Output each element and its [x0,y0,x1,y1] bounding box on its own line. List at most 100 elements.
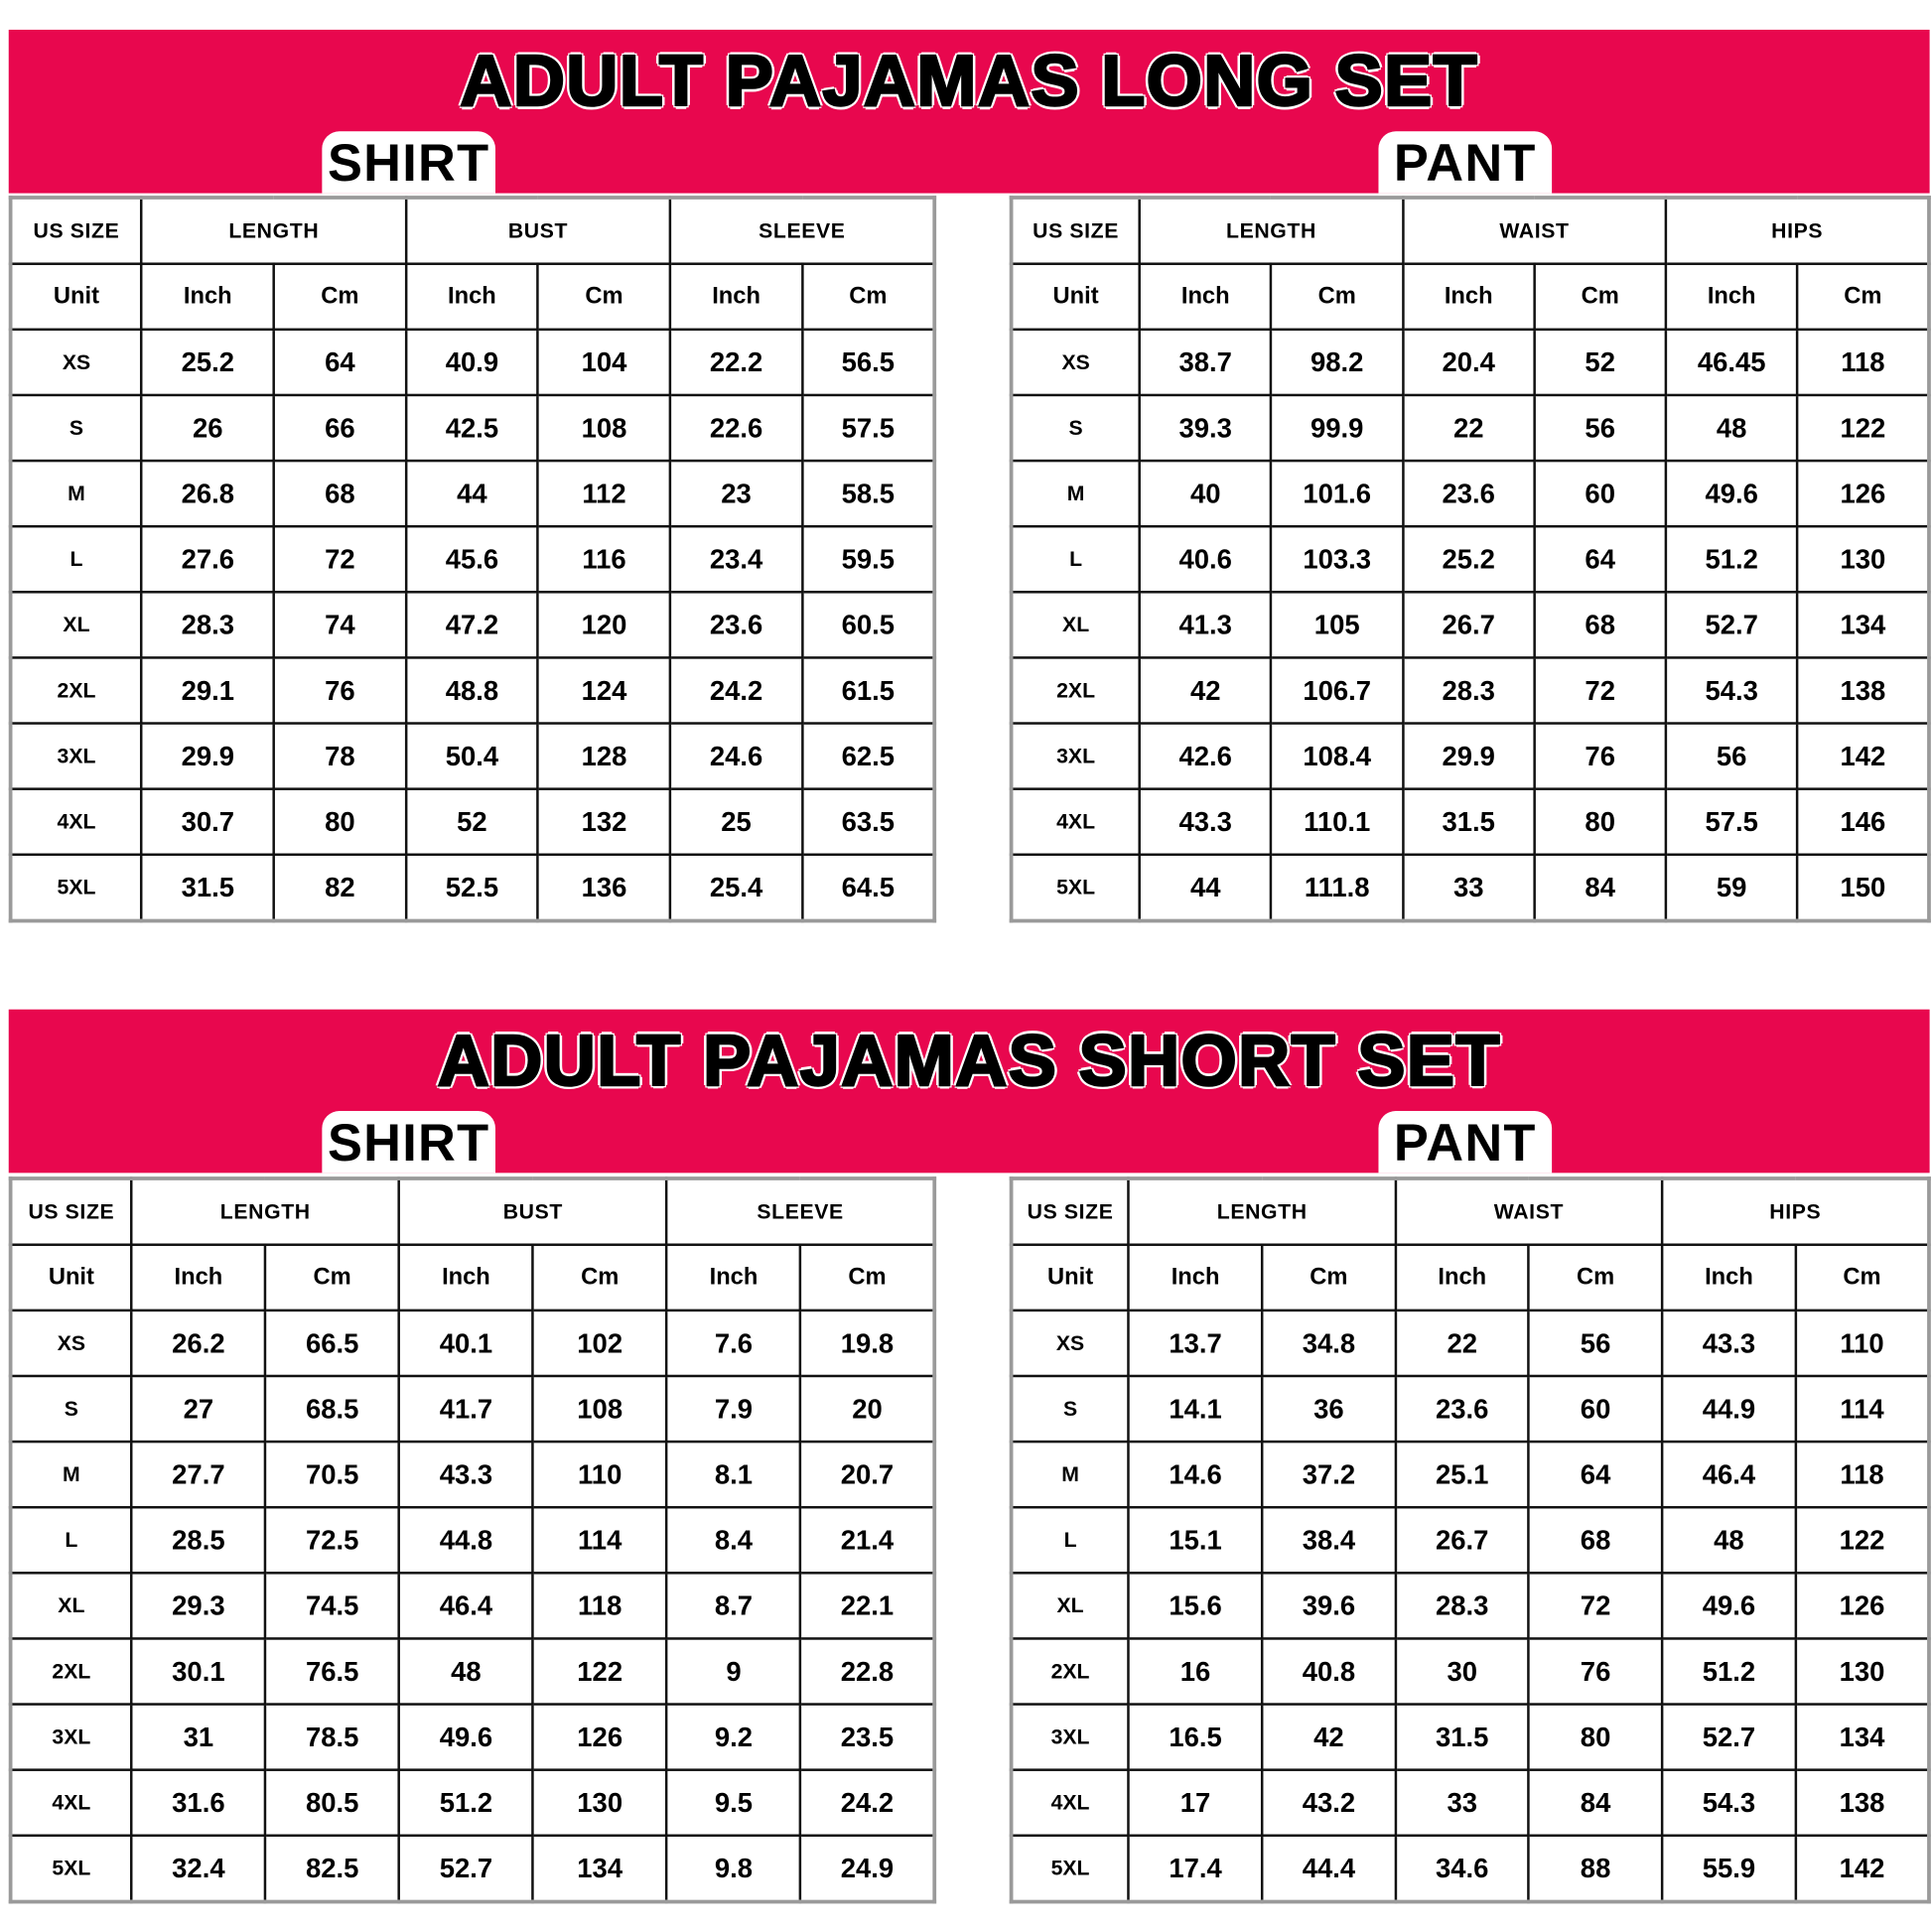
size-cell: 5XL [1010,853,1142,922]
unit-row: Unit Inch Cm Inch Cm Inch Cm [1010,1243,1931,1312]
value-cell: 52.7 [397,1834,535,1903]
table-row: L 27.6 72 45.6 116 23.4 59.5 [9,524,936,594]
group-header: HIPS [1661,1176,1931,1246]
unit-header: Inch [140,262,276,332]
value-cell: 48 [397,1637,535,1706]
group-header: LENGTH [130,1176,401,1246]
value-cell: 99.9 [1270,393,1405,463]
value-cell: 17.4 [1127,1834,1264,1903]
size-cell: L [1010,524,1142,594]
value-cell: 32.4 [130,1834,267,1903]
value-cell: 23.5 [799,1703,936,1771]
value-cell: 134 [1794,1703,1931,1771]
value-cell: 27.7 [130,1440,267,1509]
value-cell: 101.6 [1270,459,1405,528]
table-row: M 14.6 37.2 25.1 64 46.4 118 [1010,1440,1931,1509]
value-cell: 138 [1794,1768,1931,1838]
value-cell: 52 [1533,328,1668,397]
long-pant-table: US SIZE LENGTH WAIST HIPS Unit Inch Cm Inch Cm In… [1009,196,1931,923]
value-cell: 74.5 [264,1572,401,1640]
value-cell: 39.3 [1138,393,1273,463]
size-cell: 4XL [1010,787,1142,857]
short-set-title: ADULT PAJAMAS SHORT SET [436,1020,1501,1103]
size-cell: 2XL [1010,656,1142,725]
value-cell: 82 [272,853,408,922]
size-cell: S [9,1374,133,1444]
value-cell: 82.5 [264,1834,401,1903]
value-cell: 24.9 [799,1834,936,1903]
value-cell: 43.3 [397,1440,535,1509]
value-cell: 104 [536,328,672,397]
value-cell: 54.3 [1664,656,1799,725]
value-cell: 142 [1796,722,1931,790]
value-cell: 15.6 [1127,1572,1264,1640]
value-cell: 31 [130,1703,267,1771]
value-cell: 136 [536,853,672,922]
value-cell: 43.3 [1138,787,1273,857]
value-cell: 142 [1794,1834,1931,1903]
value-cell: 51.2 [397,1768,535,1838]
unit-header: Cm [1794,1243,1931,1312]
value-cell: 42.6 [1138,722,1273,790]
table-row: S 27 68.5 41.7 108 7.9 20 [9,1374,936,1444]
value-cell: 64.5 [800,853,936,922]
value-cell: 132 [536,787,672,857]
size-cell: L [1010,1505,1131,1575]
value-cell: 23.6 [1401,459,1536,528]
value-cell: 122 [1796,393,1931,463]
unit-header: Inch [397,1243,535,1312]
value-cell: 56.5 [800,328,936,397]
value-cell: 8.1 [665,1440,802,1509]
unit-header: Inch [1127,1243,1264,1312]
table-row: L 15.1 38.4 26.7 68 48 122 [1010,1505,1931,1575]
value-cell: 30.7 [140,787,276,857]
value-cell: 25.4 [668,853,804,922]
value-cell: 68.5 [264,1374,401,1444]
value-cell: 134 [1796,591,1931,659]
value-cell: 76 [1527,1637,1664,1706]
size-cell: S [1010,393,1142,463]
value-cell: 29.1 [140,656,276,725]
value-cell: 114 [531,1505,668,1575]
unit-header: Cm [1533,262,1668,332]
value-cell: 9.8 [665,1834,802,1903]
value-cell: 114 [1794,1374,1931,1444]
value-cell: 55.9 [1661,1834,1797,1903]
table-row: 3XL 42.6 108.4 29.9 76 56 142 [1010,722,1931,790]
value-cell: 48.8 [404,656,540,725]
long-set-title: ADULT PAJAMAS LONG SET [459,40,1479,123]
value-cell: 88 [1527,1834,1664,1903]
value-cell: 29.9 [1401,722,1536,790]
size-cell: M [1010,459,1142,528]
value-cell: 59 [1664,853,1799,922]
value-cell: 22 [1394,1309,1531,1378]
size-cell: L [9,1505,133,1575]
value-cell: 126 [1794,1572,1931,1640]
unit-header: Inch [1394,1243,1531,1312]
unit-header: Cm [799,1243,936,1312]
unit-header: Inch [1401,262,1536,332]
size-cell: XS [1010,328,1142,397]
value-cell: 128 [536,722,672,790]
value-cell: 20 [799,1374,936,1444]
value-cell: 72.5 [264,1505,401,1575]
header-row: US SIZE LENGTH BUST SLEEVE [9,196,936,265]
unit-header: Cm [264,1243,401,1312]
value-cell: 110.1 [1270,787,1405,857]
long-set-banner: ADULT PAJAMAS LONG SET SHIRT PANT [8,29,1930,194]
value-cell: 14.6 [1127,1440,1264,1509]
unit-label: Unit [9,262,143,332]
value-cell: 23.6 [1394,1374,1531,1444]
value-cell: 42 [1260,1703,1397,1771]
value-cell: 33 [1401,853,1536,922]
short-pant-label: PANT [1378,1111,1553,1173]
value-cell: 78.5 [264,1703,401,1771]
value-cell: 25.2 [140,328,276,397]
value-cell: 27 [130,1374,267,1444]
value-cell: 29.9 [140,722,276,790]
table-row: 3XL 29.9 78 50.4 128 24.6 62.5 [9,722,936,790]
unit-header: Inch [665,1243,802,1312]
long-shirt-table: US SIZE LENGTH BUST SLEEVE Unit Inch Cm Inch Cm I… [8,196,937,923]
table-row: 5XL 31.5 82 52.5 136 25.4 64.5 [9,853,936,922]
table-row: M 27.7 70.5 43.3 110 8.1 20.7 [9,1440,936,1509]
